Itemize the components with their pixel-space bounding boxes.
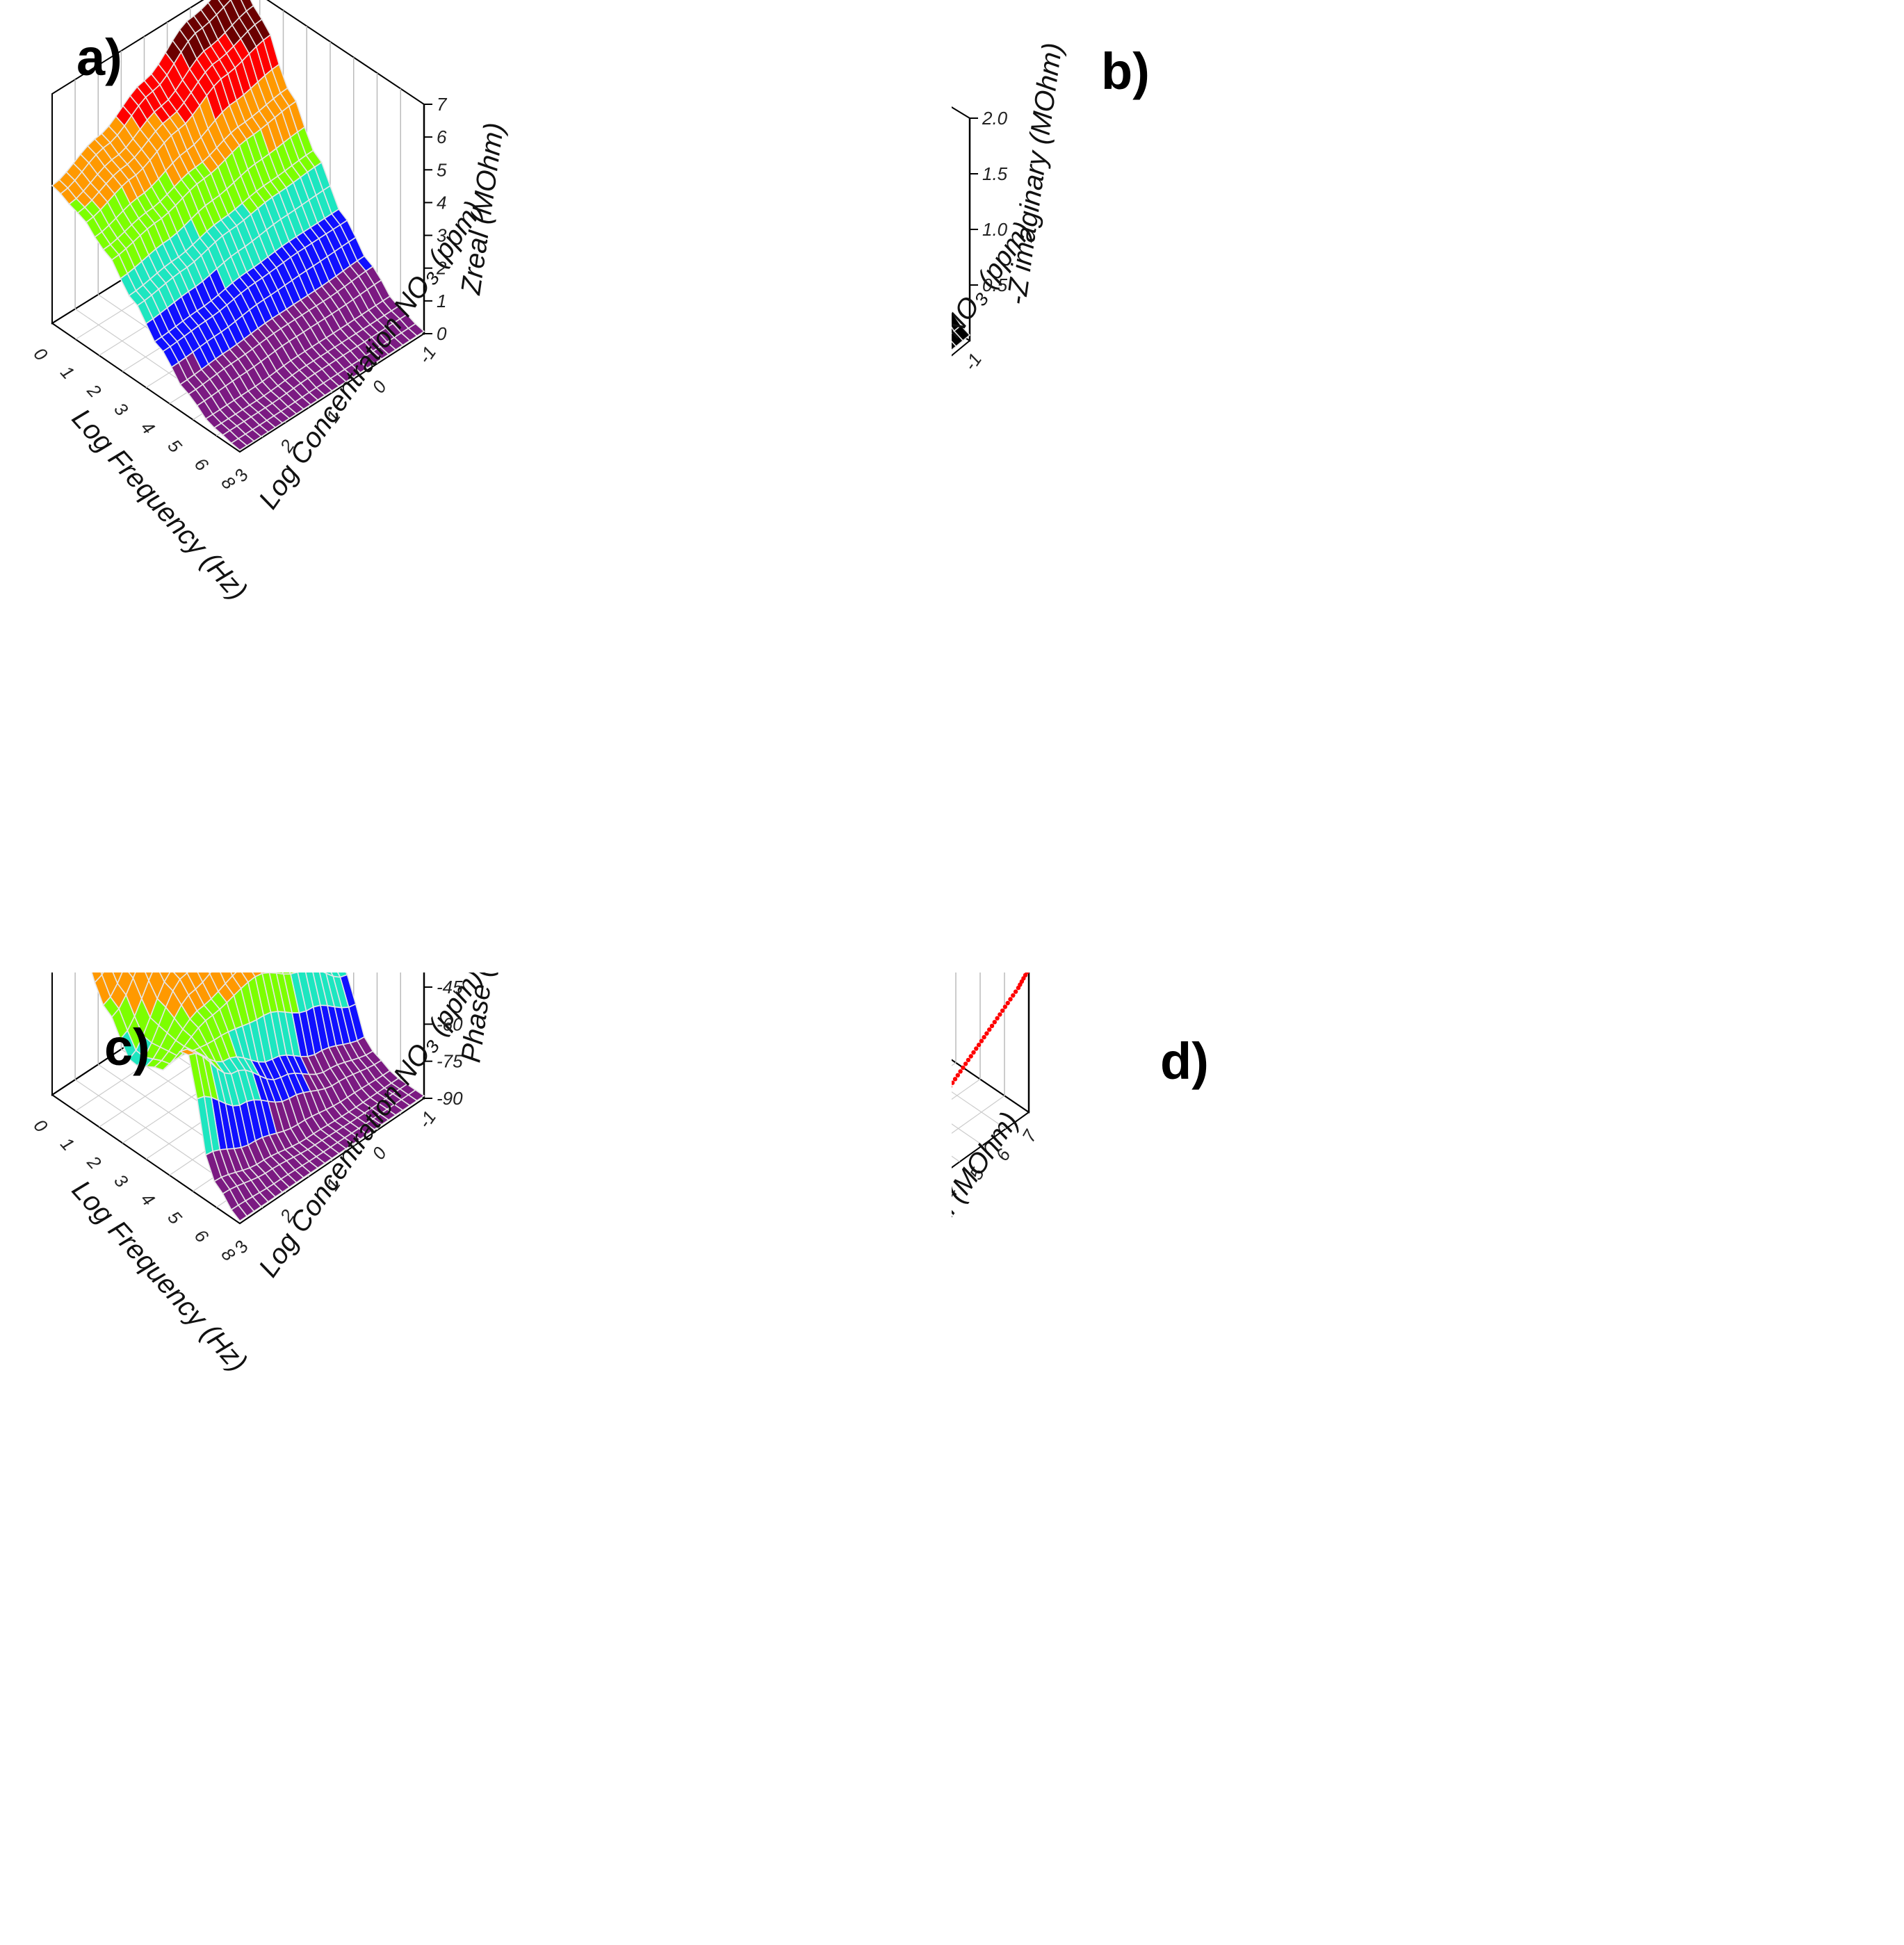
panel-c-surface bbox=[91, 972, 425, 1222]
data-point bbox=[989, 1023, 995, 1028]
panel-a: 0 1 2 3 4 5 6 8 Log Frequency (Hz) -1 0 1 2 3 Log Conc… bbox=[0, 0, 952, 972]
data-point bbox=[961, 1065, 966, 1071]
data-point bbox=[966, 1057, 971, 1063]
surface-cell bbox=[230, 1204, 248, 1222]
panel-label-c: c) bbox=[104, 1018, 150, 1076]
x-tick-label: 3 bbox=[110, 1170, 132, 1191]
z-axis-title: -Z imaginary (MOhm) bbox=[1001, 41, 1068, 307]
surface-cell bbox=[952, 341, 957, 351]
data-point bbox=[1008, 997, 1013, 1002]
panel-d-floor-grid bbox=[952, 1095, 1005, 1134]
x-tick-label: 6 bbox=[190, 1226, 213, 1247]
data-point bbox=[952, 1077, 958, 1082]
data-point bbox=[955, 1073, 960, 1077]
z-tick-label: 4 bbox=[437, 192, 446, 213]
z-tick-label: -45 bbox=[437, 977, 463, 998]
surface-cell bbox=[230, 438, 248, 451]
data-point bbox=[963, 1061, 968, 1066]
panel-d: 0.11101001000Concentration NO₃⁻ (ppm)012… bbox=[952, 972, 1903, 1945]
x-tick-label: 0 bbox=[30, 1115, 52, 1137]
z-tick-label: -75 bbox=[437, 1051, 463, 1072]
z-tick-label: 1 bbox=[437, 291, 446, 311]
panel-label-a: a) bbox=[76, 29, 122, 86]
z-tick-label: 0.5 bbox=[982, 275, 1008, 295]
x-tick-label: 4 bbox=[137, 1189, 159, 1210]
z-tick-label: 2.0 bbox=[982, 108, 1008, 129]
z-tick-label: 0 bbox=[437, 323, 447, 344]
data-point bbox=[974, 1046, 979, 1051]
data-point bbox=[998, 1012, 1002, 1017]
data-point bbox=[979, 1039, 984, 1043]
data-point bbox=[984, 1031, 989, 1036]
data-point bbox=[1000, 1008, 1005, 1014]
z-tick-label: 1.0 bbox=[982, 219, 1008, 240]
z-tick-label: 5 bbox=[437, 159, 447, 180]
data-point bbox=[982, 1034, 986, 1040]
panel-c: 0 1 2 3 4 5 6 8 Log Frequency (Hz) -1 0 1 2 3 Log Conc… bbox=[0, 972, 952, 1945]
x-tick-label: 2 bbox=[83, 1151, 106, 1173]
panel-b-surface bbox=[952, 311, 971, 351]
x-axis-title: Log Frequency (Hz) bbox=[66, 1175, 253, 1378]
y-tick-label: -1 bbox=[959, 349, 986, 374]
panel-d-floor-grid bbox=[952, 1091, 1007, 1130]
data-point bbox=[952, 1080, 955, 1085]
data-point bbox=[971, 1050, 976, 1055]
x-tick-label: 4 bbox=[137, 417, 159, 439]
z-tick-label: -90 bbox=[437, 1088, 463, 1109]
data-point bbox=[987, 1027, 992, 1032]
x-tick-label: 3 bbox=[110, 398, 132, 420]
y-tick-label: -1 bbox=[414, 1107, 440, 1132]
panel-a-surface bbox=[51, 0, 425, 451]
data-point bbox=[1025, 972, 1030, 975]
data-point bbox=[1011, 993, 1016, 998]
z-tick-label: 1.5 bbox=[982, 163, 1008, 184]
x-tick-label: 1 bbox=[56, 361, 79, 383]
z-tick-label: 2 bbox=[436, 258, 447, 279]
data-point bbox=[992, 1020, 997, 1025]
z-tick-label: 3 bbox=[437, 225, 447, 246]
scatter-chart-d: 0.11101001000Concentration NO₃⁻ (ppm)012… bbox=[952, 972, 1041, 1273]
panel-label-b: b) bbox=[1101, 42, 1150, 100]
data-point bbox=[968, 1054, 973, 1059]
data-point bbox=[1013, 989, 1018, 994]
data-point bbox=[1002, 1004, 1008, 1009]
series-4 bbox=[952, 972, 1030, 1089]
panel-d-points bbox=[952, 972, 1030, 1089]
panel-b-axes-box bbox=[952, 106, 971, 357]
x-tick-label: 5 bbox=[163, 1207, 186, 1228]
z-tick-label: -60 bbox=[437, 1014, 463, 1034]
x-tick-label: 2 bbox=[83, 380, 106, 402]
x-tick-label: 0 bbox=[30, 343, 52, 365]
y-tick-label: -1 bbox=[414, 342, 440, 367]
x-tick-label: 5 bbox=[163, 435, 186, 457]
z-tick-label: 6 bbox=[437, 127, 447, 147]
data-point bbox=[976, 1042, 982, 1048]
data-point bbox=[1005, 1000, 1010, 1006]
z-tick-label: 7 bbox=[437, 94, 448, 115]
data-point bbox=[995, 1016, 1000, 1020]
x-tick-label: 1 bbox=[56, 1133, 79, 1155]
x-tick-label: 6 bbox=[190, 454, 213, 475]
data-point bbox=[958, 1069, 963, 1074]
panel-label-d: d) bbox=[1160, 1032, 1209, 1090]
